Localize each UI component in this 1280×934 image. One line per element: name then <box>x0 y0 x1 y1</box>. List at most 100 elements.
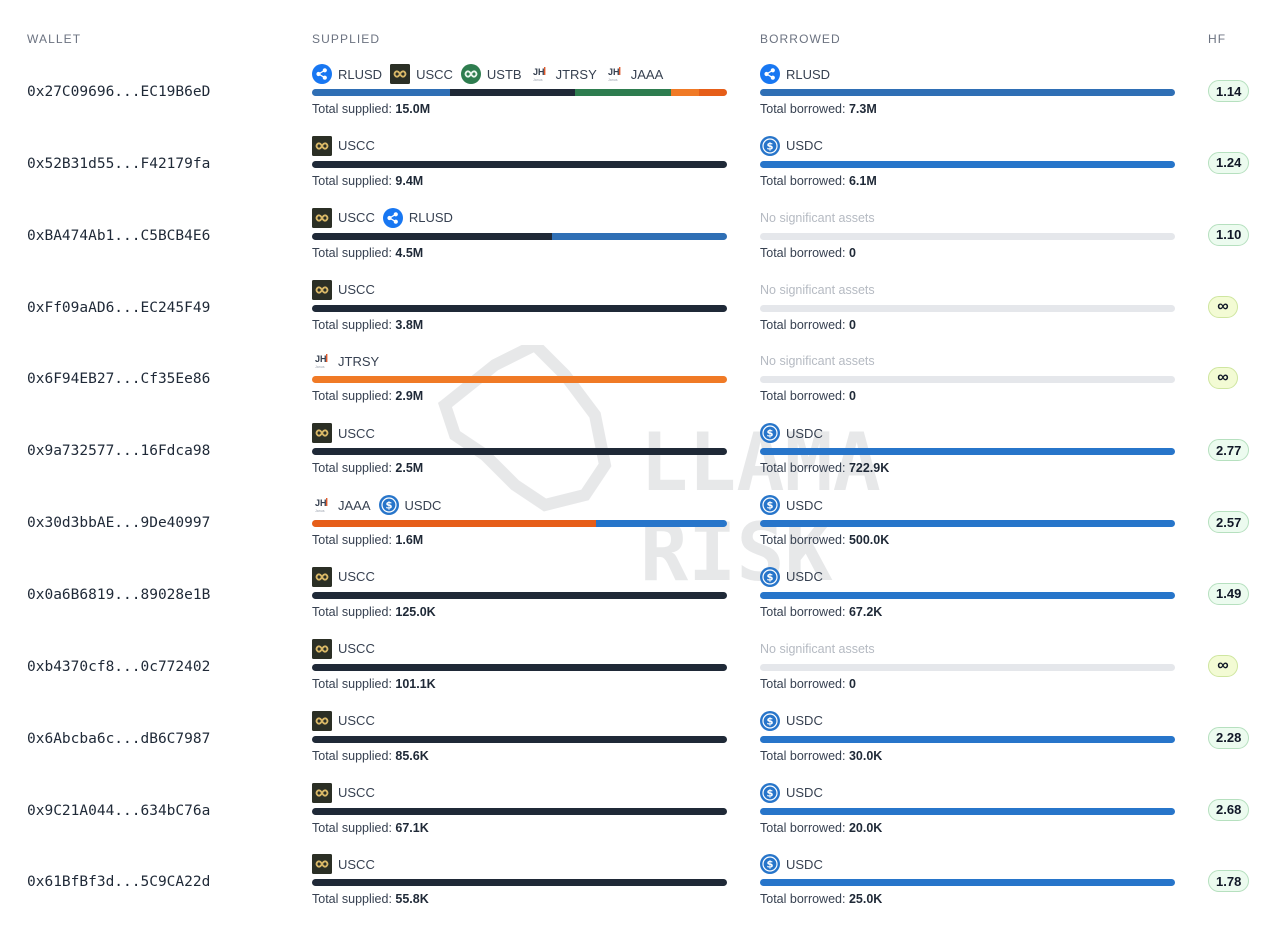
borrowed-allocation-bar[interactable] <box>760 304 1175 312</box>
supplied-token-jaaa[interactable]: JH Janus JAAA <box>605 64 664 84</box>
supplied-cell: USCC Total supplied: 3.8M <box>312 279 727 352</box>
wallet-column-header[interactable]: WALLET <box>27 32 82 46</box>
superstate-icon <box>312 782 332 803</box>
supplied-allocation-bar[interactable] <box>312 376 727 384</box>
wallet-address[interactable]: 0x9a732577...16Fdca98 <box>27 443 211 460</box>
table-row[interactable]: 0xBA474Ab1...C5BCB4E6 USCC RLUSD Total supp… <box>0 207 1280 280</box>
supplied-token-uscc[interactable]: USCC <box>312 279 375 300</box>
supplied-token-jtrsy[interactable]: JH Janus JTRSY <box>312 351 379 371</box>
borrowed-token-usdc[interactable]: $ USDC <box>760 495 823 516</box>
table-row[interactable]: 0x9a732577...16Fdca98 USCC Total supplied:… <box>0 423 1280 495</box>
supplied-total: Total supplied: 2.5M <box>312 461 423 475</box>
borrowed-bar-segment-usdc <box>760 735 1175 743</box>
supplied-allocation-bar[interactable] <box>312 807 727 815</box>
supplied-token-list: USCC <box>312 638 383 659</box>
table-row[interactable]: 0x6Abcba6c...dB6C7987 USCC Total supplied:… <box>0 710 1280 783</box>
borrowed-cell: No significant assets Total borrowed: 0 <box>760 639 1175 711</box>
table-row[interactable]: 0xFf09aAD6...EC245F49 USCC Total supplied:… <box>0 279 1280 352</box>
supplied-allocation-bar[interactable] <box>312 448 727 456</box>
borrowed-column-header[interactable]: BORROWED <box>760 32 841 46</box>
supplied-allocation-bar[interactable] <box>312 304 727 312</box>
borrowed-token-usdc[interactable]: $ USDC <box>760 782 823 803</box>
wallet-address[interactable]: 0x6F94EB27...Cf35Ee86 <box>27 371 211 388</box>
wallet-address[interactable]: 0x27C09696...EC19B6eD <box>27 84 211 100</box>
supplied-bar-segment-uscc <box>312 663 727 671</box>
usdc-icon: $ <box>760 710 780 731</box>
supplied-allocation-bar[interactable] <box>312 520 727 528</box>
supplied-allocation-bar[interactable] <box>312 735 727 743</box>
supplied-allocation-bar[interactable] <box>312 232 727 240</box>
table-row[interactable]: 0x27C09696...EC19B6eD RLUSD USCC USTB JH Janu… <box>0 64 1280 136</box>
borrowed-allocation-bar[interactable] <box>760 160 1175 168</box>
wallet-address[interactable]: 0x30d3bbAE...9De40997 <box>27 515 211 532</box>
wallet-address[interactable]: 0xBA474Ab1...C5BCB4E6 <box>27 227 211 244</box>
borrowed-total-value: 7.3M <box>848 102 877 116</box>
table-header: WALLET SUPPLIED BORROWED HF <box>0 32 1280 48</box>
supplied-column-header[interactable]: SUPPLIED <box>312 32 381 46</box>
supplied-total-value: 4.5M <box>395 245 424 260</box>
health-factor-badge: 2.77 <box>1208 439 1250 462</box>
borrowed-allocation-bar[interactable] <box>760 520 1175 528</box>
borrowed-token-usdc[interactable]: $ USDC <box>760 566 823 587</box>
supplied-token-uscc[interactable]: USCC <box>312 854 375 875</box>
supplied-token-uscc[interactable]: USCC <box>312 135 375 156</box>
table-row[interactable]: 0x61BfBf3d...5C9CA22d USCC Total supplied:… <box>0 854 1280 926</box>
wallet-address[interactable]: 0x61BfBf3d...5C9CA22d <box>27 874 211 891</box>
borrowed-token-usdc[interactable]: $ USDC <box>760 423 823 444</box>
wallet-address[interactable]: 0x52B31d55...F42179fa <box>27 155 211 172</box>
borrowed-token-rlusd[interactable]: RLUSD <box>760 64 830 84</box>
supplied-bar-segment-uscc <box>312 591 727 599</box>
borrowed-allocation-bar[interactable] <box>760 89 1175 96</box>
supplied-token-rlusd[interactable]: RLUSD <box>312 64 382 84</box>
supplied-token-uscc[interactable]: USCC <box>312 638 375 659</box>
borrowed-allocation-bar[interactable] <box>760 879 1175 887</box>
table-row[interactable]: 0x30d3bbAE...9De40997 JH Janus JAAA $ USDC Tot… <box>0 495 1280 567</box>
borrowed-token-usdc[interactable]: $ USDC <box>760 854 823 875</box>
supplied-token-uscc[interactable]: USCC <box>312 207 375 228</box>
supplied-token-list: USCC <box>312 279 383 300</box>
table-row[interactable]: 0x52B31d55...F42179fa USCC Total supplied:… <box>0 135 1280 208</box>
borrowed-allocation-bar[interactable] <box>760 663 1175 671</box>
borrowed-token-usdc[interactable]: $ USDC <box>760 710 823 731</box>
supplied-token-ustb[interactable]: USTB <box>460 64 522 84</box>
supplied-allocation-bar[interactable] <box>312 160 727 168</box>
borrowed-allocation-bar[interactable] <box>760 591 1175 599</box>
table-row[interactable]: 0x9C21A044...634bC76a USCC Total supplied:… <box>0 782 1280 855</box>
supplied-token-uscc[interactable]: USCC <box>312 566 375 587</box>
wallet-address[interactable]: 0x6Abcba6c...dB6C7987 <box>27 730 211 747</box>
supplied-allocation-bar[interactable] <box>312 663 727 671</box>
supplied-total-label: Total supplied: <box>312 173 392 188</box>
supplied-token-uscc[interactable]: USCC <box>312 782 375 803</box>
borrowed-allocation-bar[interactable] <box>760 735 1175 743</box>
supplied-token-uscc[interactable]: USCC <box>390 64 453 84</box>
supplied-token-rlusd[interactable]: RLUSD <box>382 207 453 228</box>
wallet-address[interactable]: 0x9C21A044...634bC76a <box>27 802 211 819</box>
supplied-allocation-bar[interactable] <box>312 879 727 887</box>
table-row[interactable]: 0x0a6B6819...89028e1B USCC Total supplied:… <box>0 566 1280 639</box>
supplied-cell: USCC Total supplied: 125.0K <box>312 566 727 639</box>
borrowed-token-symbol: USDC <box>786 425 823 441</box>
borrowed-allocation-bar[interactable] <box>760 376 1175 384</box>
hf-column-header[interactable]: HF <box>1208 32 1227 46</box>
table-row[interactable]: 0xb4370cf8...0c772402 USCC Total supplied:… <box>0 638 1280 711</box>
supplied-token-uscc[interactable]: USCC <box>312 710 375 731</box>
wallet-address[interactable]: 0xb4370cf8...0c772402 <box>27 658 211 675</box>
borrowed-total: Total borrowed: 25.0K <box>760 892 882 906</box>
supplied-token-jaaa[interactable]: JH Janus JAAA <box>312 495 371 515</box>
svg-text:$: $ <box>767 573 774 584</box>
supplied-token-jtrsy[interactable]: JH Janus JTRSY <box>530 64 597 84</box>
table-row[interactable]: 0x6F94EB27...Cf35Ee86 JH Janus JTRSY Total s… <box>0 351 1280 423</box>
borrowed-allocation-bar[interactable] <box>760 807 1175 815</box>
supplied-token-usdc[interactable]: $ USDC <box>378 495 442 516</box>
borrowed-allocation-bar[interactable] <box>760 232 1175 240</box>
borrowed-token-symbol: USDC <box>786 138 823 154</box>
borrowed-allocation-bar[interactable] <box>760 448 1175 456</box>
wallet-address[interactable]: 0xFf09aAD6...EC245F49 <box>27 299 211 316</box>
borrowed-token-usdc[interactable]: $ USDC <box>760 135 823 156</box>
wallet-address[interactable]: 0x0a6B6819...89028e1B <box>27 586 211 603</box>
supplied-allocation-bar[interactable] <box>312 89 727 96</box>
borrowed-bar-segment-usdc <box>760 520 1175 528</box>
supplied-token-uscc[interactable]: USCC <box>312 423 375 444</box>
supplied-token-symbol: USDC <box>404 497 442 513</box>
supplied-allocation-bar[interactable] <box>312 591 727 599</box>
